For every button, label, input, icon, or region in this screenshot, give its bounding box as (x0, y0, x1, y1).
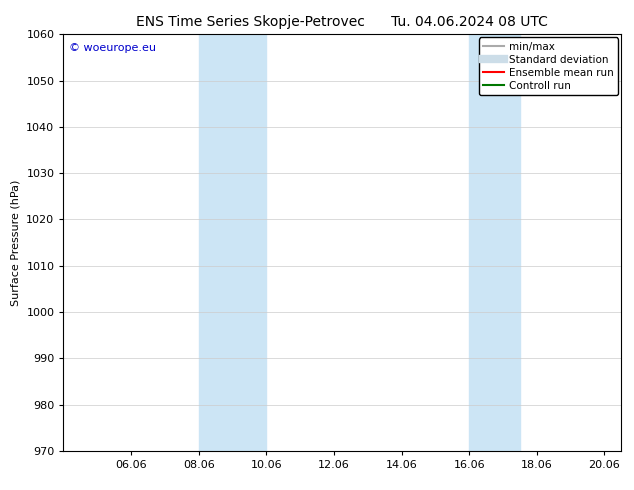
Legend: min/max, Standard deviation, Ensemble mean run, Controll run: min/max, Standard deviation, Ensemble me… (479, 37, 618, 95)
Bar (469, 34, 520, 451)
Y-axis label: Surface Pressure (hPa): Surface Pressure (hPa) (11, 179, 21, 306)
Bar (198, 34, 266, 451)
Text: © woeurope.eu: © woeurope.eu (69, 43, 156, 52)
Title: ENS Time Series Skopje-Petrovec      Tu. 04.06.2024 08 UTC: ENS Time Series Skopje-Petrovec Tu. 04.0… (136, 15, 548, 29)
